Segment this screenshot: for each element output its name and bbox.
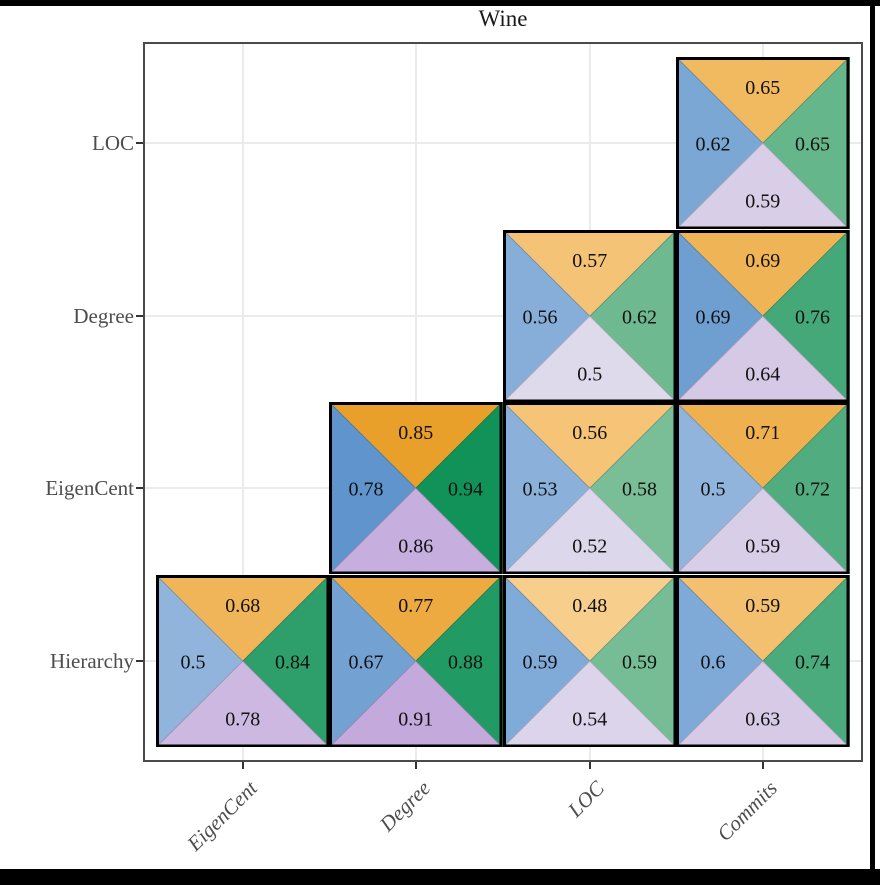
value-bottom-EigenCent-Commits: 0.59 xyxy=(746,535,781,557)
value-left-Hierarchy-LOC: 0.59 xyxy=(523,651,558,673)
cell-Hierarchy-LOC: 0.48 0.59 0.59 0.54 xyxy=(503,574,677,748)
cell-EigenCent-Commits: 0.71 0.5 0.72 0.59 xyxy=(676,401,850,575)
cell-border xyxy=(329,401,503,575)
window-edge-bottom xyxy=(0,869,880,885)
y-axis-label-Hierarchy: Hierarchy xyxy=(50,649,134,673)
value-bottom-EigenCent-LOC: 0.52 xyxy=(573,535,608,557)
x-tick-EigenCent xyxy=(242,762,244,769)
triangle-bottom-EigenCent-Degree xyxy=(329,487,503,575)
cell-border xyxy=(503,229,677,403)
value-left-Hierarchy-EigenCent: 0.5 xyxy=(181,651,206,673)
value-top-Hierarchy-Commits: 0.59 xyxy=(746,595,781,617)
y-tick-LOC xyxy=(136,142,143,144)
value-right-Degree-Commits: 0.76 xyxy=(795,306,830,328)
cell-EigenCent-Degree: 0.85 0.78 0.94 0.86 xyxy=(329,401,503,575)
cell-border xyxy=(676,574,850,748)
triangle-bottom-Hierarchy-LOC xyxy=(503,660,677,748)
x-tick-LOC xyxy=(589,762,591,769)
cell-Hierarchy-Degree: 0.77 0.67 0.88 0.91 xyxy=(329,574,503,748)
value-top-Degree-LOC: 0.57 xyxy=(573,250,608,272)
cell-border xyxy=(156,574,330,748)
window-edge-right xyxy=(870,0,875,885)
value-top-Hierarchy-EigenCent: 0.68 xyxy=(226,595,261,617)
value-left-Hierarchy-Degree: 0.67 xyxy=(349,651,384,673)
window-edge-top xyxy=(0,0,880,6)
value-left-EigenCent-LOC: 0.53 xyxy=(523,478,558,500)
triangle-bottom-Hierarchy-EigenCent xyxy=(156,660,330,748)
value-right-EigenCent-LOC: 0.58 xyxy=(622,478,657,500)
cell-border xyxy=(676,229,850,403)
value-right-EigenCent-Degree: 0.94 xyxy=(448,478,483,500)
y-axis-label-LOC: LOC xyxy=(92,131,134,155)
cell-LOC-Commits: 0.65 0.62 0.65 0.59 xyxy=(676,56,850,230)
y-tick-Hierarchy xyxy=(136,660,143,662)
cell-border xyxy=(503,401,677,575)
value-left-Degree-Commits: 0.69 xyxy=(696,306,731,328)
triangle-bottom-LOC-Commits xyxy=(676,142,850,230)
value-top-Degree-Commits: 0.69 xyxy=(746,250,781,272)
cell-border xyxy=(329,574,503,748)
value-right-Hierarchy-LOC: 0.59 xyxy=(622,651,657,673)
value-left-Hierarchy-Commits: 0.6 xyxy=(701,651,726,673)
value-bottom-EigenCent-Degree: 0.86 xyxy=(399,535,434,557)
value-bottom-Hierarchy-Commits: 0.63 xyxy=(746,708,781,730)
triangle-bottom-Hierarchy-Degree xyxy=(329,660,503,748)
gridline-vertical-EigenCent xyxy=(242,44,244,760)
chart-title: Wine xyxy=(478,6,528,31)
cell-border xyxy=(676,401,850,575)
value-left-LOC-Commits: 0.62 xyxy=(696,133,731,155)
value-top-EigenCent-Commits: 0.71 xyxy=(746,422,781,444)
value-right-Hierarchy-Degree: 0.88 xyxy=(448,651,483,673)
value-top-EigenCent-Degree: 0.85 xyxy=(399,422,434,444)
x-tick-Commits xyxy=(762,762,764,769)
value-right-Degree-LOC: 0.62 xyxy=(622,306,657,328)
value-top-EigenCent-LOC: 0.56 xyxy=(573,422,608,444)
value-bottom-Hierarchy-Degree: 0.91 xyxy=(399,708,434,730)
value-left-EigenCent-Degree: 0.78 xyxy=(349,478,384,500)
value-bottom-Hierarchy-EigenCent: 0.78 xyxy=(226,708,261,730)
triangle-bottom-Hierarchy-Commits xyxy=(676,660,850,748)
triangle-bottom-EigenCent-Commits xyxy=(676,487,850,575)
value-right-EigenCent-Commits: 0.72 xyxy=(795,478,830,500)
cell-EigenCent-LOC: 0.56 0.53 0.58 0.52 xyxy=(503,401,677,575)
value-bottom-LOC-Commits: 0.59 xyxy=(746,190,781,212)
value-top-Hierarchy-LOC: 0.48 xyxy=(573,595,608,617)
cell-Hierarchy-Commits: 0.59 0.6 0.74 0.63 xyxy=(676,574,850,748)
y-tick-EigenCent xyxy=(136,487,143,489)
value-bottom-Degree-Commits: 0.64 xyxy=(746,363,781,385)
value-top-LOC-Commits: 0.65 xyxy=(746,77,781,99)
cell-Hierarchy-EigenCent: 0.68 0.5 0.84 0.78 xyxy=(156,574,330,748)
value-bottom-Hierarchy-LOC: 0.54 xyxy=(573,708,608,730)
triangle-bottom-Degree-Commits xyxy=(676,315,850,403)
y-axis-label-EigenCent: EigenCent xyxy=(45,476,134,500)
value-left-EigenCent-Commits: 0.5 xyxy=(701,478,726,500)
value-top-Hierarchy-Degree: 0.77 xyxy=(399,595,434,617)
value-left-Degree-LOC: 0.56 xyxy=(523,306,558,328)
value-right-LOC-Commits: 0.65 xyxy=(795,133,830,155)
cell-Degree-Commits: 0.69 0.69 0.76 0.64 xyxy=(676,229,850,403)
triangle-bottom-Degree-LOC xyxy=(503,315,677,403)
value-right-Hierarchy-Commits: 0.74 xyxy=(795,651,830,673)
triangle-bottom-EigenCent-LOC xyxy=(503,487,677,575)
x-tick-Degree xyxy=(415,762,417,769)
y-tick-Degree xyxy=(136,315,143,317)
value-right-Hierarchy-EigenCent: 0.84 xyxy=(275,651,310,673)
value-bottom-Degree-LOC: 0.5 xyxy=(578,363,603,385)
cell-border xyxy=(503,574,677,748)
y-axis-label-Degree: Degree xyxy=(73,304,134,328)
gridline-horizontal-LOC xyxy=(145,142,861,144)
cell-border xyxy=(676,56,850,230)
cell-Degree-LOC: 0.57 0.56 0.62 0.5 xyxy=(503,229,677,403)
